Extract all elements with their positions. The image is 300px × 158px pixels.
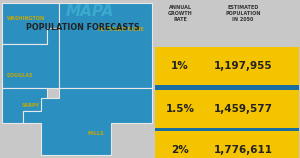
Text: MAPA: MAPA bbox=[66, 4, 114, 19]
Text: MILLS: MILLS bbox=[87, 131, 104, 136]
Text: 1,459,577: 1,459,577 bbox=[214, 104, 272, 114]
FancyBboxPatch shape bbox=[155, 128, 298, 135]
Polygon shape bbox=[2, 28, 58, 88]
Polygon shape bbox=[2, 88, 58, 123]
FancyBboxPatch shape bbox=[155, 90, 298, 128]
FancyBboxPatch shape bbox=[155, 85, 298, 92]
Text: SARPY: SARPY bbox=[22, 103, 40, 108]
Text: DOUGLAS: DOUGLAS bbox=[7, 73, 33, 78]
Text: WASHINGTON: WASHINGTON bbox=[7, 16, 45, 21]
Text: 2%: 2% bbox=[171, 145, 189, 155]
Text: 1,197,955: 1,197,955 bbox=[214, 61, 272, 71]
Text: POPULATION FORECASTS: POPULATION FORECASTS bbox=[26, 23, 140, 32]
FancyBboxPatch shape bbox=[155, 47, 298, 85]
Text: ESTIMATED
POPULATION
IN 2050: ESTIMATED POPULATION IN 2050 bbox=[225, 5, 261, 22]
Text: ANNUAL
GROWTH
RATE: ANNUAL GROWTH RATE bbox=[168, 5, 192, 22]
Text: 1%: 1% bbox=[171, 61, 189, 71]
FancyBboxPatch shape bbox=[155, 131, 298, 158]
Polygon shape bbox=[58, 3, 152, 88]
Text: POTTAWATTAMIE: POTTAWATTAMIE bbox=[98, 27, 144, 32]
Polygon shape bbox=[22, 88, 152, 155]
Polygon shape bbox=[2, 3, 58, 44]
Text: 1.5%: 1.5% bbox=[166, 104, 194, 114]
Text: 1,776,611: 1,776,611 bbox=[214, 145, 272, 155]
